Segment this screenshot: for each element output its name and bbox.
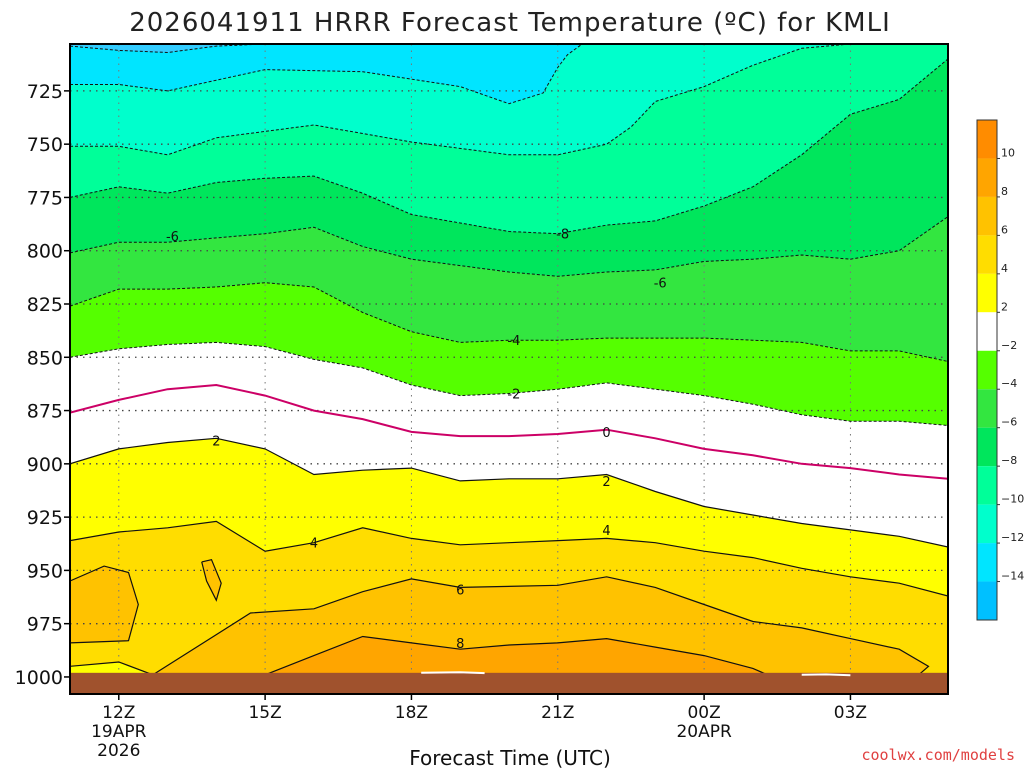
contour-dashed-6: [70, 341, 948, 426]
contour-dashed-3: [70, 58, 948, 235]
y-tick-label: 950: [27, 560, 63, 582]
x-tick-label: 21Z: [541, 703, 574, 723]
x-tick-label: 15Z: [248, 703, 281, 723]
y-tick-label: 725: [27, 81, 63, 103]
colorbar-label: 10: [1001, 146, 1015, 159]
y-tick-label: 925: [27, 507, 63, 529]
x-tick-sublabel: 2026: [97, 741, 140, 761]
contour-label: 0: [602, 426, 610, 441]
warm-patch-4: [70, 662, 153, 675]
colorbar-segment: [977, 389, 997, 428]
colorbar-label: −12: [1001, 531, 1024, 544]
colorbar-segment: [977, 427, 997, 467]
x-tick-sublabel: 20APR: [676, 722, 732, 742]
contour-label: 2: [212, 434, 220, 449]
colorbar-segment: [977, 350, 997, 390]
y-tick-label: 1000: [15, 667, 63, 689]
colorbar-segment: [977, 543, 997, 582]
colorbar-segment: [977, 273, 997, 313]
contour-label: 4: [310, 537, 318, 552]
colorbar-label: −8: [1001, 454, 1017, 467]
temperature-band-1: [70, 44, 948, 104]
contour-solid-2: [70, 565, 139, 644]
colorbar-segment: [977, 196, 997, 236]
colorbar-segment: [977, 581, 997, 620]
contour-solid-6: [70, 661, 154, 676]
y-tick-label: 850: [27, 347, 63, 369]
chart-title: 2026041911 HRRR Forecast Temperature (ºC…: [129, 8, 891, 38]
colorbar-frame: [976, 119, 998, 621]
colorbar-label: 6: [1001, 223, 1008, 236]
contour-solid-0: [70, 437, 948, 548]
x-axis-label: Forecast Time (UTC): [409, 746, 611, 768]
plot-frame: [69, 43, 949, 695]
ground-surface: [70, 672, 948, 694]
temperature-band-2: [70, 44, 948, 155]
colorbar-segment: [977, 158, 997, 197]
colorbar-label: −14: [1001, 570, 1024, 583]
plot-content: -6 -8 -6 -4 -2 0 2 2 4 4 6 8: [70, 44, 948, 694]
warm-patch-3: [265, 636, 768, 675]
contour-label: -6: [166, 230, 179, 245]
contour-label: 2: [602, 475, 610, 490]
plot-area: -6 -8 -6 -4 -2 0 2 2 4 4 6 8: [69, 43, 949, 695]
ground-highlight: [421, 671, 485, 675]
temperature-band-7: [70, 342, 948, 547]
contour-dashed-4: [70, 216, 948, 277]
temperature-band-8: [70, 438, 948, 596]
x-tick-label: 18Z: [395, 703, 428, 723]
contour-label: 4: [602, 524, 610, 539]
contour-zero-line: [70, 383, 948, 480]
y-tick-label: 975: [27, 614, 63, 636]
colorbar-segment: [977, 120, 997, 159]
contour-label: -6: [654, 277, 667, 292]
colorbar-label: −4: [1001, 377, 1017, 390]
contour-label: -4: [507, 334, 520, 349]
colorbar-segment: [977, 312, 997, 351]
y-tick-label: 800: [27, 241, 63, 263]
colorbar-label: −2: [1001, 339, 1017, 352]
x-tick-label: 03Z: [834, 703, 867, 723]
contour-solid-1: [70, 520, 948, 597]
contour-label: 6: [456, 584, 464, 599]
colorbar-label: 2: [1001, 300, 1008, 313]
contour-label: -8: [556, 228, 569, 243]
contour-dashed-0: [70, 44, 266, 54]
colorbar-label: 8: [1001, 185, 1008, 198]
contour-solid-5: [264, 635, 768, 676]
contour-label: 8: [456, 637, 464, 652]
colorbar-label: −6: [1001, 416, 1017, 429]
y-tick-label: 875: [27, 401, 63, 423]
y-tick-label: 775: [27, 187, 63, 209]
temperature-band-3: [70, 44, 948, 234]
contour-label: -2: [507, 388, 520, 403]
warm-patch-0: [70, 566, 139, 643]
contour-solid-4: [152, 576, 930, 676]
contour-solid-3: [201, 559, 222, 602]
colorbar-label: −10: [1001, 493, 1024, 506]
contour-dashed-2: [70, 44, 851, 156]
ground-highlight: [801, 673, 851, 677]
y-tick-label: 900: [27, 454, 63, 476]
colorbar: 10 8 6 4 2 −2 −4 −6 −8 −10 −12 −14: [976, 119, 1024, 621]
contour-dashed-5: [70, 282, 948, 362]
x-tick-label: 00Z: [687, 703, 720, 723]
temperature-band-4: [70, 58, 948, 277]
y-tick-label: 750: [27, 134, 63, 156]
x-tick-sublabel: 19APR: [91, 722, 147, 742]
temperature-band-5: [70, 216, 948, 362]
temperature-band-6: [70, 282, 948, 426]
colorbar-label: 4: [1001, 262, 1008, 275]
colorbar-segment: [977, 235, 997, 274]
colorbar-segment: [977, 466, 997, 505]
axis-layer: 725 750 775 800 825 850 875 900 925 950 975 1000 12Z…: [15, 81, 867, 761]
credit-link[interactable]: coolwx.com/models: [861, 746, 1015, 764]
colorbar-segment: [977, 504, 997, 544]
x-tick-label: 12Z: [102, 703, 135, 723]
y-tick-label: 825: [27, 294, 63, 316]
